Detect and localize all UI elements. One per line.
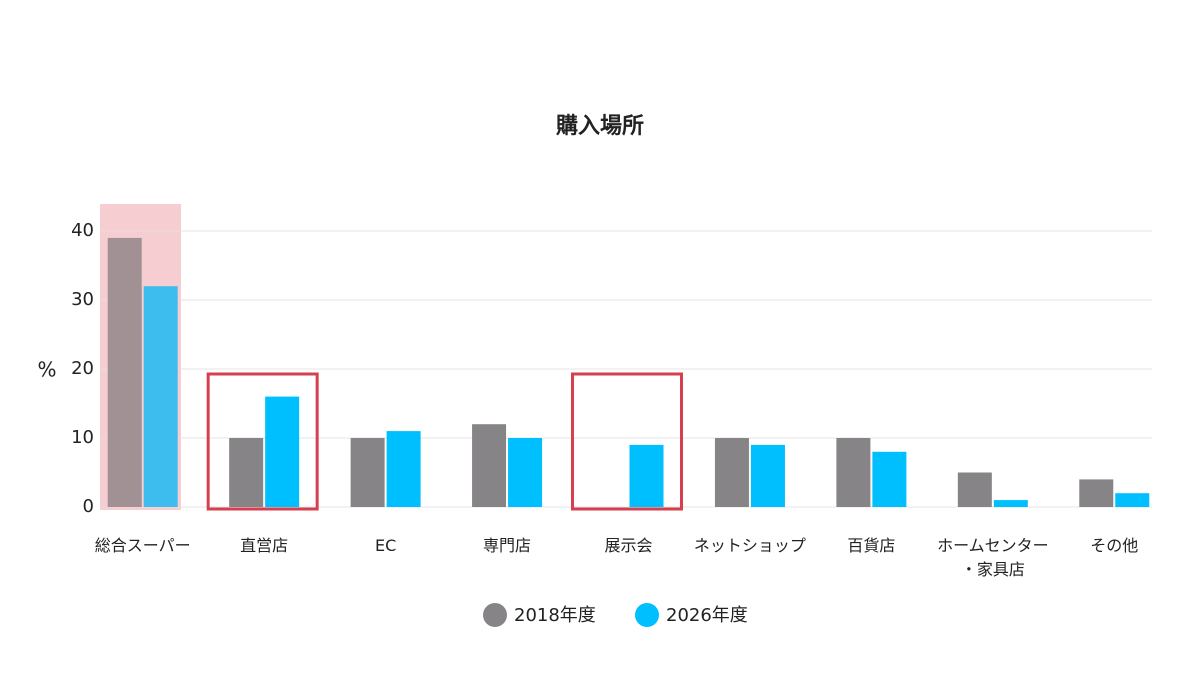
legend-marker <box>635 603 659 627</box>
bar <box>472 424 507 507</box>
x-tick-label: ホームセンター・家具店 <box>937 536 1049 579</box>
bar <box>1079 479 1114 507</box>
bar <box>143 286 178 507</box>
bar <box>872 451 907 507</box>
y-tick-label: 0 <box>83 496 94 517</box>
annotation-box <box>206 372 319 511</box>
x-tick-label: 百貨店 <box>847 536 896 555</box>
legend-label: 2018年度 <box>514 605 596 626</box>
highlight-overlay <box>100 204 181 510</box>
x-tick-label: EC <box>374 536 397 555</box>
bar <box>629 444 664 507</box>
bar <box>836 438 871 507</box>
bar <box>386 431 421 507</box>
bar <box>957 472 992 507</box>
bar <box>714 438 749 507</box>
y-tick-label: 20 <box>71 358 94 379</box>
x-tick-label: 展示会 <box>604 536 653 555</box>
bar <box>508 438 543 507</box>
x-tick-label: ネットショップ <box>693 536 806 555</box>
x-tick-label: その他 <box>1090 536 1139 555</box>
y-tick-label: 30 <box>71 289 94 310</box>
legend-label: 2026年度 <box>666 605 748 626</box>
x-tick-label: 総合スーパー <box>94 536 191 555</box>
y-tick-label: 40 <box>71 220 94 241</box>
x-tick-label: 専門店 <box>483 536 532 555</box>
y-tick-label: 10 <box>71 427 94 448</box>
bar <box>107 237 142 507</box>
bar <box>993 500 1028 507</box>
x-tick-label: 直営店 <box>240 536 289 555</box>
chart-title: 購入場所 <box>556 114 644 139</box>
annotation-box <box>571 372 683 511</box>
y-axis-label: % <box>37 358 56 382</box>
bar <box>229 438 264 507</box>
legend-marker <box>483 603 507 627</box>
bar <box>750 444 785 507</box>
bar <box>265 396 300 507</box>
bar <box>1115 493 1150 507</box>
bar <box>350 438 385 507</box>
